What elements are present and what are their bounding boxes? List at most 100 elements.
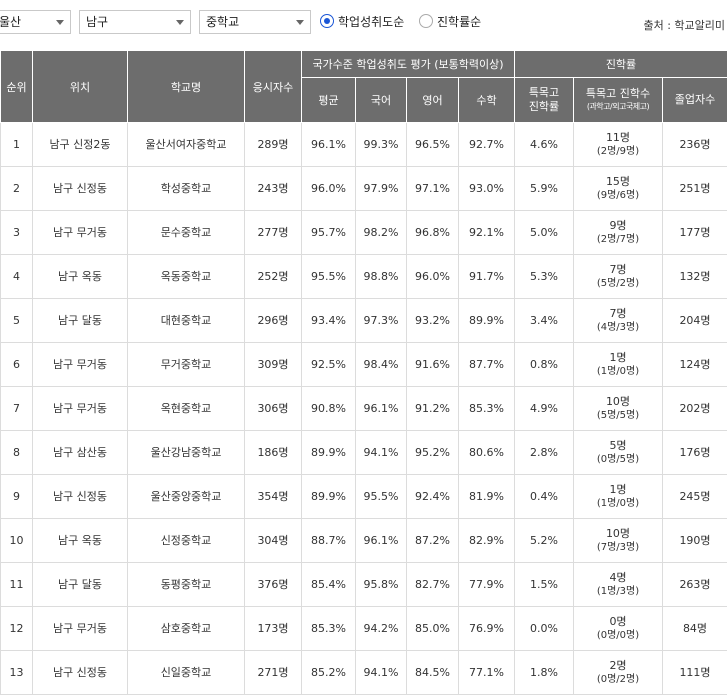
special-count-detail: (1명/0명) xyxy=(596,497,640,509)
cell-math: 85.3% xyxy=(458,386,515,431)
cell-korean: 95.8% xyxy=(355,562,407,607)
chevron-down-icon xyxy=(176,20,184,25)
cell-korean: 94.1% xyxy=(355,430,407,475)
cell-examinees: 243명 xyxy=(244,166,302,211)
special-count-detail: (2명/7명) xyxy=(596,233,640,245)
cell-examinees: 173명 xyxy=(244,606,302,651)
cell-avg: 88.7% xyxy=(301,518,356,563)
cell-examinees: 376명 xyxy=(244,562,302,607)
school-type-select-value: 중학교 xyxy=(206,15,240,29)
chevron-down-icon xyxy=(56,20,64,25)
table-row[interactable]: 7 남구 무거동 옥현중학교 306명 90.8% 96.1% 91.2% 85.3% 4.9%… xyxy=(0,386,727,431)
header-english: 영어 xyxy=(406,77,459,123)
table-row[interactable]: 12 남구 무거동 삼호중학교 173명 85.3% 94.2% 85.0% 76.9% 0.0… xyxy=(0,606,727,651)
special-count-detail: (5명/5명) xyxy=(596,409,640,421)
cell-location: 남구 달동 xyxy=(32,562,128,607)
special-count-detail: (7명/3명) xyxy=(596,541,640,553)
header-location: 위치 xyxy=(32,50,128,123)
cell-english: 92.4% xyxy=(406,474,459,519)
header-advance-group: 진학률 xyxy=(513,50,727,78)
table-row[interactable]: 4 남구 옥동 옥동중학교 252명 95.5% 98.8% 96.0% 91.7% 5.3% 7… xyxy=(0,254,727,299)
cell-rank: 5 xyxy=(0,298,33,343)
cell-special-count: 2명 (0명/2명) xyxy=(573,650,663,695)
cell-math: 87.7% xyxy=(458,342,515,387)
table-row[interactable]: 6 남구 무거동 무거중학교 309명 92.5% 98.4% 91.6% 87.7% 0.8%… xyxy=(0,342,727,387)
cell-special-rate: 1.5% xyxy=(514,562,574,607)
cell-rank: 7 xyxy=(0,386,33,431)
cell-avg: 89.9% xyxy=(301,474,356,519)
table-row[interactable]: 3 남구 무거동 문수중학교 277명 95.7% 98.2% 96.8% 92.1% 5.0%… xyxy=(0,210,727,255)
cell-graduates: 190명 xyxy=(661,518,727,563)
cell-korean: 99.3% xyxy=(355,122,407,167)
cell-math: 80.6% xyxy=(458,430,515,475)
cell-avg: 95.5% xyxy=(301,254,356,299)
header-special-count: 특목고 진학수 (과학고/외고국제고) xyxy=(573,77,663,123)
cell-english: 84.5% xyxy=(406,650,459,695)
special-count-detail: (4명/3명) xyxy=(596,321,640,333)
cell-school: 신정중학교 xyxy=(127,518,245,563)
header-rank: 순위 xyxy=(0,50,33,123)
school-type-select[interactable]: 중학교 xyxy=(199,10,311,34)
cell-english: 97.1% xyxy=(406,166,459,211)
cell-graduates: 176명 xyxy=(661,430,727,475)
cell-location: 남구 신정2동 xyxy=(32,122,128,167)
cell-school: 무거중학교 xyxy=(127,342,245,387)
header-avg: 평균 xyxy=(301,77,356,123)
special-count-detail: (0명/0명) xyxy=(596,629,640,641)
chevron-down-icon xyxy=(296,20,304,25)
cell-graduates: 177명 xyxy=(661,210,727,255)
table-row[interactable]: 11 남구 달동 동평중학교 376명 85.4% 95.8% 82.7% 77.9% 1.5%… xyxy=(0,562,727,607)
special-count-detail: (1명/3명) xyxy=(596,585,640,597)
sort-advance-label: 진학률순 xyxy=(437,15,482,29)
cell-location: 남구 무거동 xyxy=(32,210,128,255)
table-row[interactable]: 5 남구 달동 대현중학교 296명 93.4% 97.3% 93.2% 89.9% 3.4% 7… xyxy=(0,298,727,343)
cell-special-count: 7명 (5명/2명) xyxy=(573,254,663,299)
cell-korean: 97.9% xyxy=(355,166,407,211)
cell-location: 남구 무거동 xyxy=(32,606,128,651)
table-row[interactable]: 2 남구 신정동 학성중학교 243명 96.0% 97.9% 97.1% 93.0% 5.9%… xyxy=(0,166,727,211)
cell-rank: 4 xyxy=(0,254,33,299)
cell-special-rate: 5.3% xyxy=(514,254,574,299)
cell-special-count: 9명 (2명/7명) xyxy=(573,210,663,255)
header-special-count-label: 특목고 진학수 xyxy=(585,87,651,100)
filter-toolbar: 울산 남구 중학교 학업성취도순 진학률순 출처 : 학교알리미 xyxy=(0,0,727,44)
cell-avg: 92.5% xyxy=(301,342,356,387)
cell-korean: 95.5% xyxy=(355,474,407,519)
table-row[interactable]: 1 남구 신정2동 울산서여자중학교 289명 96.1% 99.3% 96.5% 92.7%… xyxy=(0,122,727,167)
cell-math: 92.7% xyxy=(458,122,515,167)
cell-graduates: 132명 xyxy=(661,254,727,299)
table-body: 1 남구 신정2동 울산서여자중학교 289명 96.1% 99.3% 96.5% 92.7%… xyxy=(0,122,727,695)
cell-korean: 94.2% xyxy=(355,606,407,651)
cell-special-rate: 5.9% xyxy=(514,166,574,211)
region-select[interactable]: 울산 xyxy=(0,10,71,34)
cell-special-rate: 0.8% xyxy=(514,342,574,387)
table-row[interactable]: 10 남구 옥동 신정중학교 304명 88.7% 96.1% 87.2% 82.9% 5.2%… xyxy=(0,518,727,563)
cell-school: 학성중학교 xyxy=(127,166,245,211)
cell-graduates: 202명 xyxy=(661,386,727,431)
cell-english: 96.5% xyxy=(406,122,459,167)
cell-avg: 85.4% xyxy=(301,562,356,607)
cell-avg: 89.9% xyxy=(301,430,356,475)
radio-selected-icon xyxy=(320,14,334,28)
source-label: 출처 : 학교알리미 xyxy=(643,19,725,32)
cell-special-count: 1명 (1명/0명) xyxy=(573,342,663,387)
table-row[interactable]: 9 남구 신정동 울산중앙중학교 354명 89.9% 95.5% 92.4% 81.9% 0.… xyxy=(0,474,727,519)
cell-graduates: 251명 xyxy=(661,166,727,211)
cell-graduates: 124명 xyxy=(661,342,727,387)
cell-special-count: 1명 (1명/0명) xyxy=(573,474,663,519)
district-select[interactable]: 남구 xyxy=(79,10,191,34)
special-count-value: 10명 xyxy=(605,394,631,408)
cell-school: 옥동중학교 xyxy=(127,254,245,299)
cell-english: 87.2% xyxy=(406,518,459,563)
table-row[interactable]: 8 남구 삼산동 울산강남중학교 186명 89.9% 94.1% 95.2% 80.6% 2.… xyxy=(0,430,727,475)
cell-rank: 6 xyxy=(0,342,33,387)
cell-examinees: 304명 xyxy=(244,518,302,563)
cell-special-count: 5명 (0명/5명) xyxy=(573,430,663,475)
table-row[interactable]: 13 남구 신정동 신일중학교 271명 85.2% 94.1% 84.5% 77.1% 1.8… xyxy=(0,650,727,695)
header-examinees: 응시자수 xyxy=(244,50,302,123)
cell-avg: 93.4% xyxy=(301,298,356,343)
cell-special-count: 4명 (1명/3명) xyxy=(573,562,663,607)
cell-special-rate: 5.0% xyxy=(514,210,574,255)
cell-math: 77.1% xyxy=(458,650,515,695)
cell-korean: 97.3% xyxy=(355,298,407,343)
